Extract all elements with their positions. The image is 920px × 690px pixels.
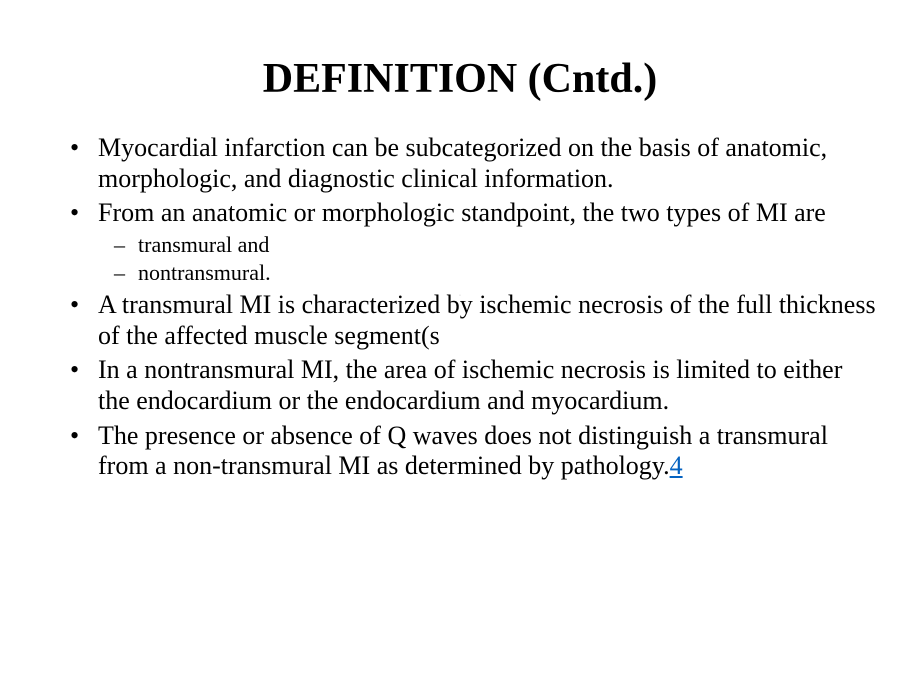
reference-link[interactable]: 4 [670,451,683,480]
sub-bullet-list: transmural and nontransmural. [98,231,880,286]
bullet-list: Myocardial infarction can be subcategori… [40,133,880,482]
sub-bullet-text: nontransmural. [138,260,271,285]
sub-bullet-text: transmural and [138,232,269,257]
slide-container: . DEFINITION (Cntd.) Myocardial infarcti… [0,0,920,690]
slide-title: DEFINITION (Cntd.) [40,55,880,103]
bullet-text: From an anatomic or morphologic standpoi… [98,198,826,227]
bullet-text: Myocardial infarction can be subcategori… [98,133,827,193]
sub-bullet-item: transmural and [138,231,880,259]
bullet-item: The presence or absence of Q waves does … [98,421,880,482]
bullet-item: From an anatomic or morphologic standpoi… [98,198,880,286]
bullet-item: In a nontransmural MI, the area of ische… [98,355,880,416]
bullet-text: A transmural MI is characterized by isch… [98,290,876,350]
bullet-text: The presence or absence of Q waves does … [98,421,828,481]
bullet-text: In a nontransmural MI, the area of ische… [98,355,842,415]
bullet-item: A transmural MI is characterized by isch… [98,290,880,351]
sub-bullet-item: nontransmural. [138,259,880,287]
bullet-item: Myocardial infarction can be subcategori… [98,133,880,194]
